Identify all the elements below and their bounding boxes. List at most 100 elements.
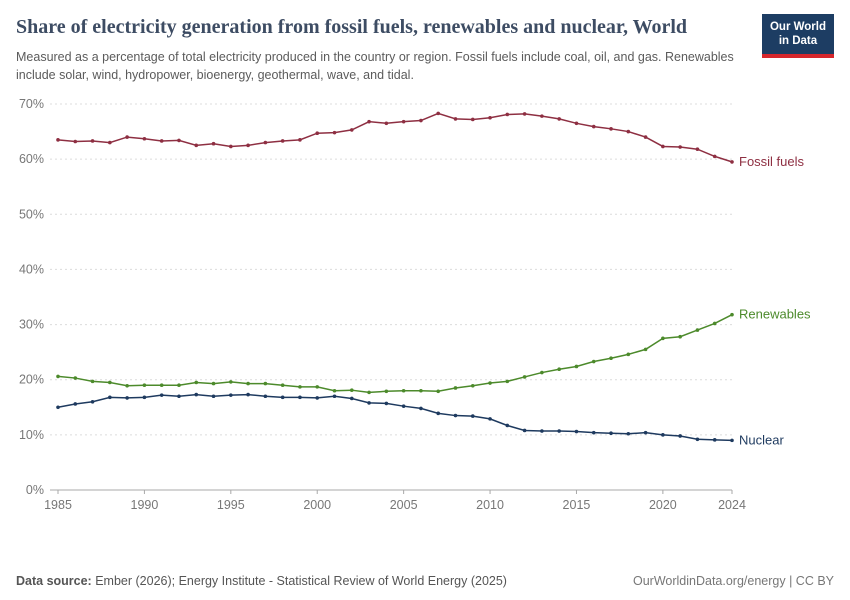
data-point-fossil-fuels[interactable] bbox=[488, 116, 492, 120]
data-point-renewables[interactable] bbox=[384, 389, 389, 394]
data-point-renewables[interactable] bbox=[574, 364, 579, 369]
data-point-renewables[interactable] bbox=[263, 382, 268, 386]
data-point-fossil-fuels[interactable] bbox=[229, 144, 233, 149]
data-point-renewables[interactable] bbox=[332, 389, 337, 393]
data-point-fossil-fuels[interactable] bbox=[661, 144, 665, 149]
data-point-renewables[interactable] bbox=[591, 359, 596, 364]
data-point-renewables[interactable] bbox=[453, 386, 458, 391]
data-point-renewables[interactable] bbox=[436, 389, 441, 394]
data-point-renewables[interactable] bbox=[557, 367, 561, 372]
series-line-nuclear[interactable] bbox=[57, 394, 733, 442]
data-point-nuclear[interactable] bbox=[90, 400, 95, 404]
data-point-fossil-fuels[interactable] bbox=[367, 120, 371, 124]
data-point-fossil-fuels[interactable] bbox=[73, 139, 78, 144]
data-point-renewables[interactable] bbox=[108, 380, 112, 385]
data-point-nuclear[interactable] bbox=[678, 434, 682, 439]
data-point-fossil-fuels[interactable] bbox=[419, 118, 423, 123]
data-point-renewables[interactable] bbox=[661, 336, 665, 341]
data-point-renewables[interactable] bbox=[90, 379, 95, 384]
data-point-fossil-fuels[interactable] bbox=[246, 143, 250, 148]
data-point-fossil-fuels[interactable] bbox=[401, 120, 406, 124]
data-point-renewables[interactable] bbox=[488, 381, 492, 386]
data-point-nuclear[interactable] bbox=[730, 438, 734, 443]
data-point-fossil-fuels[interactable] bbox=[470, 117, 475, 122]
data-point-fossil-fuels[interactable] bbox=[557, 117, 561, 121]
series-line-fossil-fuels[interactable] bbox=[57, 112, 733, 163]
data-point-renewables[interactable] bbox=[712, 321, 717, 326]
data-point-fossil-fuels[interactable] bbox=[159, 139, 164, 143]
data-point-fossil-fuels[interactable] bbox=[453, 117, 458, 121]
data-point-fossil-fuels[interactable] bbox=[298, 138, 302, 142]
data-point-nuclear[interactable] bbox=[453, 414, 458, 418]
data-point-renewables[interactable] bbox=[401, 389, 406, 393]
data-point-fossil-fuels[interactable] bbox=[643, 135, 648, 140]
data-point-nuclear[interactable] bbox=[73, 402, 78, 407]
data-point-nuclear[interactable] bbox=[540, 429, 544, 434]
data-point-nuclear[interactable] bbox=[643, 431, 648, 435]
data-point-fossil-fuels[interactable] bbox=[540, 114, 544, 119]
data-point-nuclear[interactable] bbox=[211, 394, 216, 399]
data-point-renewables[interactable] bbox=[540, 370, 544, 375]
data-point-nuclear[interactable] bbox=[712, 438, 717, 442]
data-point-renewables[interactable] bbox=[177, 383, 181, 388]
data-point-renewables[interactable] bbox=[298, 385, 302, 389]
data-point-renewables[interactable] bbox=[125, 384, 129, 388]
data-point-nuclear[interactable] bbox=[280, 395, 285, 400]
data-point-fossil-fuels[interactable] bbox=[574, 121, 579, 126]
data-point-fossil-fuels[interactable] bbox=[263, 141, 268, 145]
data-point-nuclear[interactable] bbox=[142, 395, 147, 400]
data-point-nuclear[interactable] bbox=[661, 433, 665, 437]
data-point-renewables[interactable] bbox=[419, 389, 423, 393]
data-point-fossil-fuels[interactable] bbox=[626, 130, 631, 134]
data-point-fossil-fuels[interactable] bbox=[695, 147, 700, 152]
data-point-nuclear[interactable] bbox=[436, 411, 441, 416]
data-point-renewables[interactable] bbox=[56, 374, 60, 379]
series-label-renewables[interactable]: Renewables bbox=[739, 307, 811, 322]
data-point-renewables[interactable] bbox=[194, 380, 199, 385]
data-point-renewables[interactable] bbox=[522, 375, 527, 380]
series-label-fossil-fuels[interactable]: Fossil fuels bbox=[739, 154, 805, 169]
data-point-renewables[interactable] bbox=[505, 379, 510, 384]
data-point-nuclear[interactable] bbox=[263, 394, 268, 399]
data-point-nuclear[interactable] bbox=[367, 401, 371, 405]
data-point-renewables[interactable] bbox=[229, 380, 233, 384]
data-point-renewables[interactable] bbox=[643, 347, 648, 352]
data-point-renewables[interactable] bbox=[315, 385, 320, 389]
data-point-renewables[interactable] bbox=[280, 383, 285, 388]
data-point-renewables[interactable] bbox=[246, 382, 250, 386]
series-label-nuclear[interactable]: Nuclear bbox=[739, 433, 784, 448]
data-point-renewables[interactable] bbox=[349, 388, 354, 393]
data-point-fossil-fuels[interactable] bbox=[315, 131, 320, 136]
data-point-nuclear[interactable] bbox=[695, 437, 700, 442]
data-point-nuclear[interactable] bbox=[557, 429, 561, 434]
data-point-fossil-fuels[interactable] bbox=[211, 142, 216, 146]
data-point-fossil-fuels[interactable] bbox=[505, 112, 510, 117]
data-point-nuclear[interactable] bbox=[384, 401, 389, 406]
data-point-renewables[interactable] bbox=[695, 328, 700, 333]
data-point-nuclear[interactable] bbox=[332, 394, 337, 399]
attribution-link[interactable]: OurWorldinData.org/energy | CC BY bbox=[632, 574, 834, 588]
data-point-nuclear[interactable] bbox=[315, 396, 320, 400]
data-point-nuclear[interactable] bbox=[609, 431, 613, 436]
data-point-fossil-fuels[interactable] bbox=[125, 135, 129, 140]
data-point-fossil-fuels[interactable] bbox=[142, 137, 147, 141]
data-point-fossil-fuels[interactable] bbox=[332, 131, 337, 135]
series-line-renewables[interactable] bbox=[57, 314, 733, 394]
data-point-renewables[interactable] bbox=[470, 384, 475, 388]
data-point-fossil-fuels[interactable] bbox=[280, 139, 285, 143]
data-point-renewables[interactable] bbox=[626, 352, 631, 357]
data-point-fossil-fuels[interactable] bbox=[108, 141, 112, 145]
data-point-nuclear[interactable] bbox=[626, 432, 631, 436]
data-point-nuclear[interactable] bbox=[298, 395, 302, 400]
data-point-fossil-fuels[interactable] bbox=[730, 160, 734, 164]
data-point-renewables[interactable] bbox=[730, 313, 734, 317]
data-point-renewables[interactable] bbox=[609, 356, 613, 361]
data-point-fossil-fuels[interactable] bbox=[90, 139, 95, 143]
data-point-renewables[interactable] bbox=[73, 376, 78, 381]
data-point-nuclear[interactable] bbox=[159, 393, 164, 398]
data-point-nuclear[interactable] bbox=[419, 406, 423, 411]
data-point-fossil-fuels[interactable] bbox=[609, 127, 613, 131]
data-point-nuclear[interactable] bbox=[246, 393, 250, 397]
data-point-nuclear[interactable] bbox=[349, 396, 354, 401]
data-point-nuclear[interactable] bbox=[401, 404, 406, 409]
